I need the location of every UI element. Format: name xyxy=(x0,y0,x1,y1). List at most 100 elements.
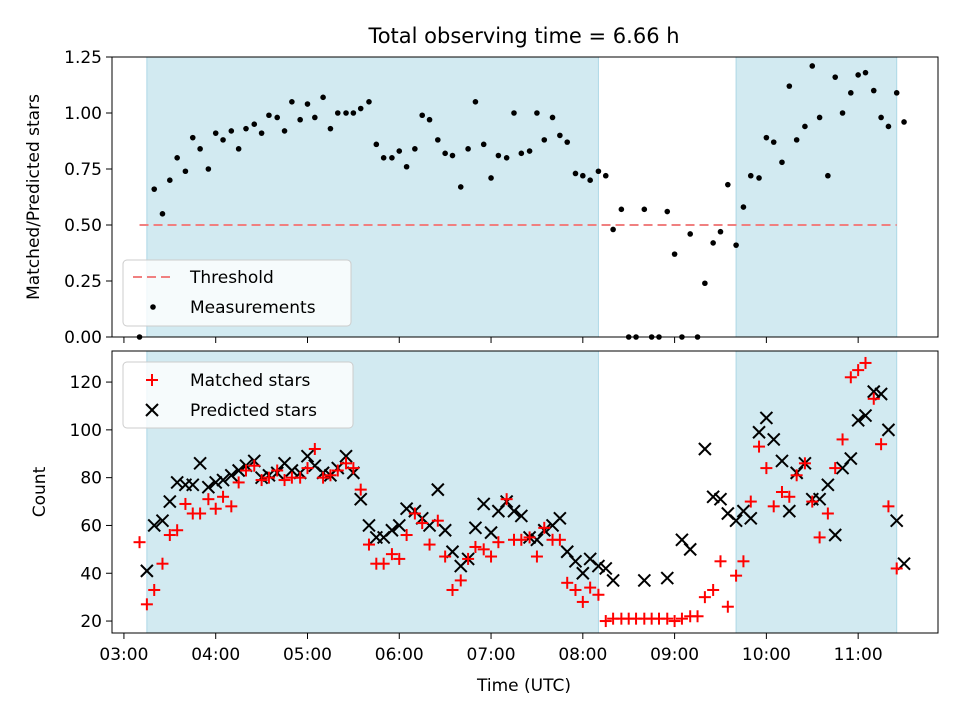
bottom-x-tick-label: 08:00 xyxy=(558,645,607,665)
matched-star-point xyxy=(806,495,819,508)
predicted-star-point xyxy=(858,408,873,423)
matched-star-point xyxy=(836,433,849,446)
matched-star-point xyxy=(179,497,192,510)
measurement-point xyxy=(480,141,487,148)
matched-star-point xyxy=(798,457,811,470)
matched-star-point xyxy=(875,438,888,451)
matched-star-point xyxy=(492,536,505,549)
measurement-point xyxy=(449,152,456,159)
matched-star-point xyxy=(668,615,681,628)
bottom-x-tick-label: 07:00 xyxy=(467,645,516,665)
matched-star-point xyxy=(538,521,551,534)
measurement-point xyxy=(435,137,441,143)
top-y-tick-label: 1.00 xyxy=(64,104,102,124)
bottom-y-tick-label: 40 xyxy=(80,564,102,584)
matched-star-point xyxy=(767,500,780,513)
matched-star-point xyxy=(675,612,688,625)
measurement-point xyxy=(587,177,593,183)
measurement-point xyxy=(289,99,295,105)
matched-star-point xyxy=(744,495,757,508)
top-y-axis-label: Matched/Predicted stars xyxy=(24,94,44,300)
bottom-y-tick-label: 20 xyxy=(80,612,102,632)
matched-star-point xyxy=(217,490,230,503)
measurement-point xyxy=(878,114,884,121)
matched-star-point xyxy=(439,550,452,563)
predicted-star-point xyxy=(752,425,766,439)
matched-star-point xyxy=(294,471,307,484)
predicted-star-point xyxy=(507,504,521,518)
matched-star-point xyxy=(324,469,337,482)
predicted-star-point xyxy=(683,542,697,557)
top-y-tick-label: 0.00 xyxy=(64,328,102,348)
measurement-point xyxy=(503,155,510,161)
bottom-legend-box xyxy=(122,361,354,429)
measurement-point xyxy=(893,90,900,96)
measurement-point xyxy=(235,146,242,152)
measurement-point xyxy=(664,208,671,215)
measurement-point xyxy=(809,63,816,69)
top-legend-box xyxy=(122,259,352,327)
measurement-point xyxy=(396,148,403,154)
matched-star-point xyxy=(707,583,720,596)
predicted-star-point xyxy=(285,463,299,478)
measurement-point xyxy=(816,114,823,121)
measurement-point xyxy=(258,130,265,136)
matched-star-point xyxy=(163,529,176,542)
matched-star-point xyxy=(362,538,375,551)
predicted-star-point xyxy=(362,518,376,533)
matched-star-point xyxy=(431,514,444,527)
measurement-point xyxy=(564,139,571,145)
measurement-point xyxy=(671,251,678,257)
matched-star-point xyxy=(882,500,895,513)
predicted-star-point xyxy=(392,518,406,533)
measurement-point xyxy=(167,177,173,183)
predicted-star-point xyxy=(170,475,184,490)
matched-star-point xyxy=(661,612,674,625)
predicted-star-point xyxy=(231,463,246,478)
bottom-x-ticks: 03:00 04:00 05:00 06:00 07:00 08:00 09:00 10:00… xyxy=(99,633,883,665)
legend-measurements-label: Measurements xyxy=(190,298,316,318)
matched-star-point xyxy=(354,483,367,496)
predicted-star-point xyxy=(821,478,835,492)
measurement-point xyxy=(595,168,602,175)
matched-star-point xyxy=(148,583,161,596)
predicted-star-point xyxy=(193,456,207,471)
measurement-point xyxy=(426,116,433,123)
matched-star-point xyxy=(790,469,803,482)
bottom-y-tick-label: 80 xyxy=(80,469,102,489)
measurement-point xyxy=(733,242,739,248)
bottom-x-tick-label: 04:00 xyxy=(191,645,240,665)
matched-star-point xyxy=(553,533,566,546)
predicted-star-point xyxy=(553,511,567,525)
predicted-star-point xyxy=(782,504,797,518)
matched-star-point xyxy=(171,524,184,537)
legend-matched-label: Matched stars xyxy=(190,371,310,391)
matched-star-point xyxy=(400,529,413,542)
matched-star-point xyxy=(408,507,421,520)
top-y-tick-label: 1.25 xyxy=(64,48,102,68)
matched-star-point xyxy=(416,517,429,530)
measurement-point xyxy=(312,114,318,121)
matched-star-point xyxy=(248,459,261,472)
measurement-point xyxy=(403,163,410,170)
predicted-star-point xyxy=(354,492,368,506)
measurement-point xyxy=(304,101,311,107)
top-y-tick-label: 0.75 xyxy=(64,160,102,180)
matched-star-point xyxy=(760,462,773,475)
predicted-star-point xyxy=(216,473,230,487)
bottom-y-axis-label: Count xyxy=(30,466,50,517)
measurement-point xyxy=(641,206,648,213)
matched-star-point xyxy=(737,555,750,568)
measurement-point xyxy=(357,105,364,112)
predicted-star-point xyxy=(867,384,881,399)
matched-star-point xyxy=(202,493,215,506)
measurement-point xyxy=(495,152,502,159)
bottom-y-tick-label: 60 xyxy=(80,516,102,536)
predicted-star-point xyxy=(637,573,652,588)
legend-measurements-swatch xyxy=(150,304,156,310)
measurement-point xyxy=(228,128,235,134)
measurement-point xyxy=(182,168,189,175)
measurement-point xyxy=(511,110,517,116)
predicted-star-point xyxy=(530,533,544,547)
matched-star-point xyxy=(477,543,490,556)
